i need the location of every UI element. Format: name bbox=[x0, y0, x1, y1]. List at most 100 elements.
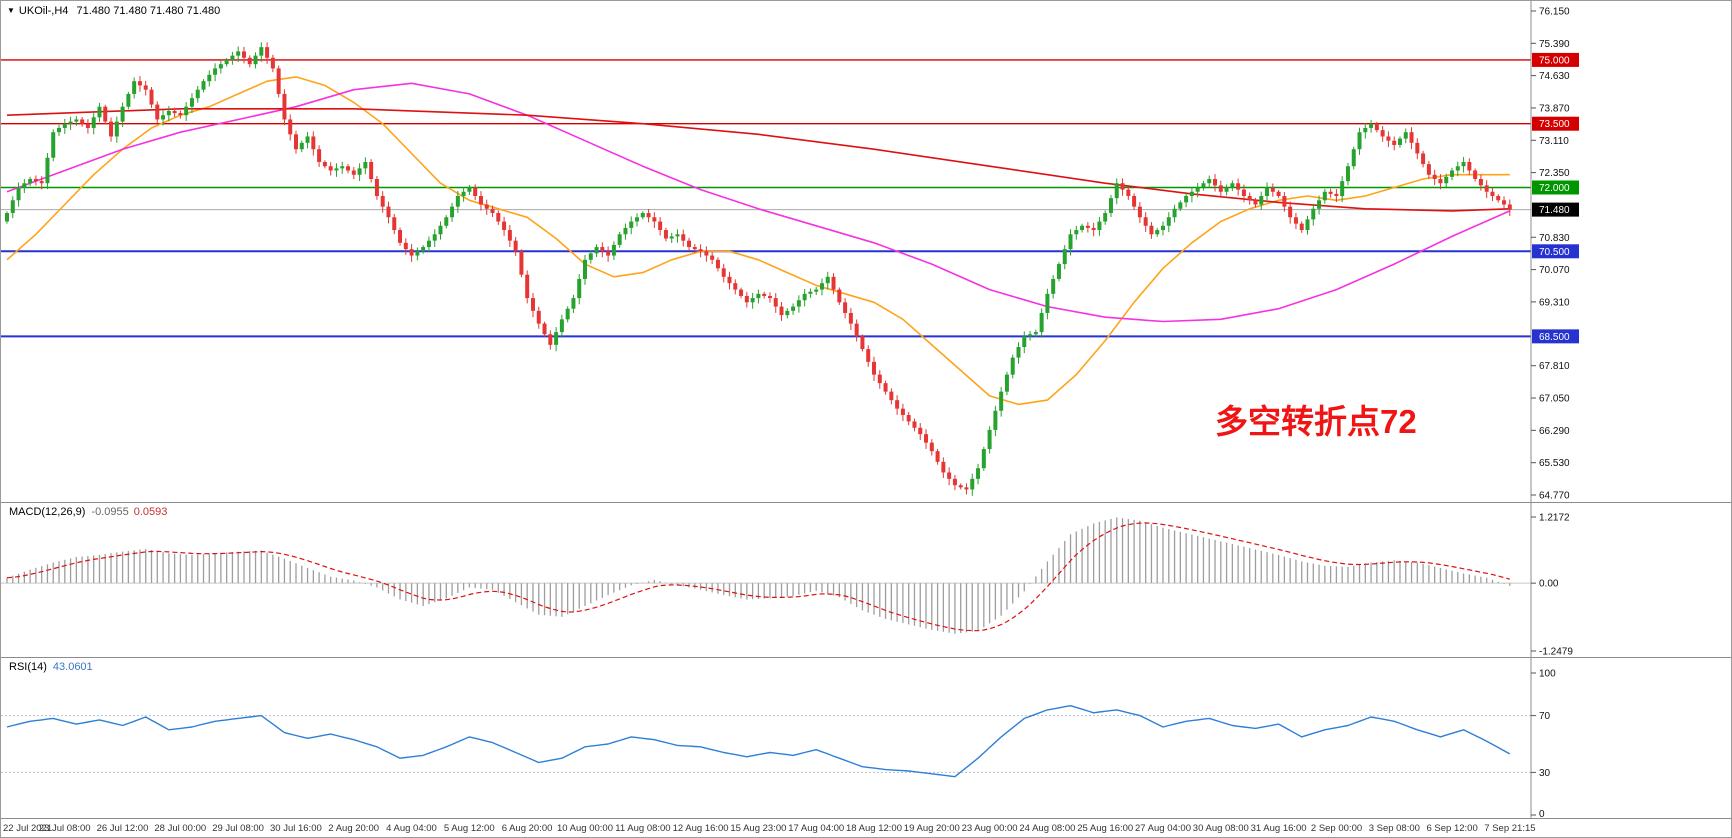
axis-tick-label: 1.2172 bbox=[1539, 513, 1570, 524]
rsi-panel: 100 70 30 0 RSI(14) 43.0601 bbox=[1, 658, 1732, 819]
candle bbox=[1201, 183, 1206, 188]
candle bbox=[1282, 196, 1287, 207]
candle bbox=[103, 106, 108, 122]
dropdown-triangle-icon[interactable]: ▼ bbox=[7, 6, 15, 15]
candle bbox=[635, 217, 640, 222]
candle bbox=[478, 196, 483, 205]
candle bbox=[253, 55, 258, 65]
candle bbox=[1143, 217, 1148, 226]
candle bbox=[74, 119, 79, 122]
candle bbox=[1299, 223, 1304, 231]
candle bbox=[172, 110, 177, 114]
candle bbox=[1189, 191, 1194, 197]
macd-indicator-label: MACD(12,26,9) -0.0955 0.0593 bbox=[9, 506, 168, 518]
time-label: 4 Aug 04:00 bbox=[386, 823, 437, 834]
candle bbox=[386, 206, 391, 218]
candle bbox=[39, 181, 44, 184]
chart-ohlc-header: ▼ UKOil-,H4 71.480 71.480 71.480 71.480 bbox=[7, 5, 220, 17]
candle bbox=[739, 289, 744, 296]
candle bbox=[51, 132, 56, 158]
candle bbox=[1478, 178, 1483, 186]
candle bbox=[808, 291, 813, 294]
candle bbox=[1357, 132, 1362, 150]
candle bbox=[831, 276, 836, 290]
candle bbox=[1328, 191, 1333, 194]
candle bbox=[733, 283, 738, 290]
candle bbox=[62, 123, 67, 128]
ma-mid-magenta-line bbox=[6, 82, 1511, 323]
svg-text:75.000: 75.000 bbox=[1539, 55, 1570, 66]
candle bbox=[843, 302, 848, 313]
candle bbox=[450, 206, 455, 218]
candle bbox=[10, 200, 15, 214]
candle bbox=[213, 68, 218, 75]
candle bbox=[848, 312, 853, 324]
axis-tick-label: 67.810 bbox=[1539, 361, 1570, 372]
candle bbox=[964, 487, 969, 490]
candle bbox=[201, 81, 206, 90]
candle bbox=[1051, 278, 1056, 294]
macd-canvas[interactable]: 1.2172 0.00 -1.2479 bbox=[1, 503, 1732, 658]
candle bbox=[767, 295, 772, 299]
candle bbox=[1097, 221, 1102, 231]
candle bbox=[334, 168, 339, 171]
candle bbox=[600, 247, 605, 252]
candle bbox=[1253, 200, 1258, 205]
candle bbox=[1028, 334, 1033, 337]
time-label: 23 Aug 00:00 bbox=[961, 823, 1018, 834]
candle bbox=[1016, 346, 1021, 358]
candle bbox=[1403, 132, 1408, 139]
candle bbox=[299, 142, 304, 150]
candle bbox=[1172, 208, 1177, 218]
candle bbox=[571, 298, 576, 309]
candle bbox=[554, 332, 559, 345]
candle bbox=[513, 240, 518, 252]
time-label: 31 Aug 16:00 bbox=[1250, 823, 1307, 834]
candle bbox=[756, 293, 761, 299]
candle bbox=[5, 213, 9, 222]
time-label: 23 Jul 08:00 bbox=[38, 823, 91, 834]
candle bbox=[259, 47, 264, 56]
candle bbox=[328, 166, 333, 171]
price-badge bbox=[1532, 329, 1579, 344]
candle bbox=[588, 253, 593, 260]
price-panel: 76.150 75.390 74.630 73.870 73.110 72.350 70.8… bbox=[1, 1, 1732, 503]
candle bbox=[1207, 178, 1212, 184]
time-label: 10 Aug 00:00 bbox=[557, 823, 613, 834]
candle bbox=[1010, 357, 1015, 375]
axis-tick-label: 76.150 bbox=[1539, 7, 1570, 18]
axis-tick-label: 67.050 bbox=[1539, 394, 1570, 405]
candle bbox=[819, 283, 824, 290]
time-label: 30 Aug 08:00 bbox=[1192, 823, 1249, 834]
candle bbox=[611, 244, 616, 256]
candle bbox=[311, 136, 316, 150]
candle bbox=[1345, 166, 1350, 182]
candle bbox=[594, 247, 599, 254]
candle bbox=[357, 168, 362, 175]
ma-slow-red-line bbox=[6, 108, 1510, 212]
candle bbox=[218, 64, 223, 69]
candle bbox=[837, 289, 842, 303]
time-label: 25 Aug 16:00 bbox=[1077, 823, 1134, 834]
candle bbox=[1432, 174, 1437, 179]
price-badge bbox=[1532, 52, 1579, 67]
candle bbox=[178, 113, 183, 116]
candle bbox=[652, 217, 657, 222]
candle bbox=[958, 485, 963, 488]
candle bbox=[791, 306, 796, 311]
candle bbox=[935, 451, 940, 462]
time-label: 3 Sep 08:00 bbox=[1368, 823, 1420, 834]
time-axis[interactable]: 22 Jul 2021 23 Jul 08:00 26 Jul 12:00 28 Ju… bbox=[1, 819, 1731, 837]
candle bbox=[1380, 130, 1385, 137]
candle bbox=[502, 221, 507, 231]
time-label: 7 Sep 21:15 bbox=[1484, 823, 1536, 834]
rsi-canvas[interactable]: 100 70 30 0 bbox=[1, 658, 1732, 819]
candle bbox=[924, 434, 929, 443]
candle bbox=[1004, 374, 1009, 392]
candle bbox=[33, 178, 38, 182]
candle bbox=[883, 383, 888, 392]
candle bbox=[444, 217, 449, 226]
candle bbox=[28, 178, 33, 184]
price-chart-canvas[interactable]: 76.150 75.390 74.630 73.870 73.110 72.350 70.8… bbox=[1, 1, 1732, 503]
axis-tick-label: 70.830 bbox=[1539, 233, 1570, 244]
